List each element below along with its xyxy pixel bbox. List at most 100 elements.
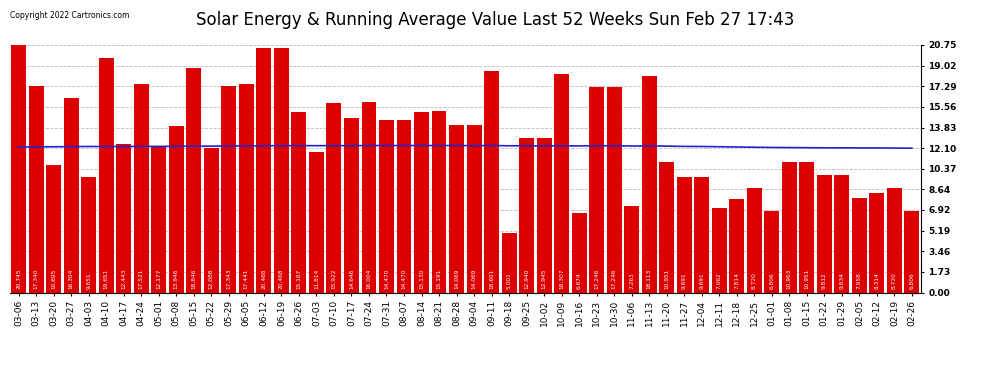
Text: 8.314: 8.314 bbox=[874, 272, 879, 289]
Bar bbox=[239, 84, 253, 292]
Bar bbox=[817, 176, 832, 292]
Bar bbox=[466, 125, 481, 292]
Bar bbox=[537, 138, 551, 292]
Text: 20.745: 20.745 bbox=[16, 268, 21, 289]
Text: 7.958: 7.958 bbox=[857, 272, 862, 289]
Bar bbox=[625, 206, 640, 292]
Bar bbox=[397, 120, 412, 292]
Bar bbox=[29, 86, 44, 292]
Text: 14.646: 14.646 bbox=[348, 268, 354, 289]
Bar bbox=[11, 45, 26, 292]
Text: 6.806: 6.806 bbox=[910, 272, 915, 289]
Text: 7.062: 7.062 bbox=[717, 272, 722, 289]
Bar bbox=[835, 175, 849, 292]
Text: 18.307: 18.307 bbox=[559, 268, 564, 289]
Bar bbox=[309, 152, 324, 292]
Bar bbox=[432, 111, 446, 292]
Bar bbox=[291, 112, 306, 292]
Text: 6.806: 6.806 bbox=[769, 272, 774, 289]
Text: 12.177: 12.177 bbox=[156, 268, 161, 289]
Bar bbox=[116, 144, 132, 292]
Bar bbox=[222, 86, 237, 292]
Text: 18.601: 18.601 bbox=[489, 268, 494, 289]
Bar bbox=[782, 162, 797, 292]
Bar bbox=[414, 112, 429, 292]
Bar bbox=[99, 58, 114, 292]
Text: 20.468: 20.468 bbox=[279, 268, 284, 289]
Text: 14.069: 14.069 bbox=[471, 268, 476, 289]
Text: 18.846: 18.846 bbox=[191, 268, 196, 289]
Text: 13.946: 13.946 bbox=[174, 268, 179, 289]
Text: 10.951: 10.951 bbox=[664, 268, 669, 289]
Bar bbox=[642, 76, 656, 292]
Bar bbox=[327, 103, 342, 292]
Text: 15.130: 15.130 bbox=[419, 268, 424, 289]
Text: 14.470: 14.470 bbox=[402, 268, 407, 289]
Text: 9.651: 9.651 bbox=[86, 272, 91, 289]
Bar bbox=[554, 74, 569, 292]
Bar bbox=[869, 194, 884, 292]
Bar bbox=[799, 162, 815, 292]
Text: 12.940: 12.940 bbox=[524, 268, 529, 289]
Text: Solar Energy & Running Average Value Last 52 Weeks Sun Feb 27 17:43: Solar Energy & Running Average Value Las… bbox=[196, 11, 794, 29]
Bar bbox=[379, 120, 394, 292]
Bar bbox=[519, 138, 534, 292]
Text: 12.945: 12.945 bbox=[542, 268, 546, 289]
Text: 17.521: 17.521 bbox=[139, 268, 144, 289]
Bar bbox=[746, 189, 761, 292]
Bar bbox=[63, 98, 78, 292]
Bar bbox=[905, 211, 920, 292]
Text: 9.834: 9.834 bbox=[840, 272, 844, 289]
Text: 5.001: 5.001 bbox=[507, 272, 512, 289]
Bar bbox=[694, 177, 709, 292]
Bar bbox=[151, 147, 166, 292]
Text: 12.088: 12.088 bbox=[209, 268, 214, 289]
Bar bbox=[134, 84, 148, 292]
Bar bbox=[449, 125, 464, 292]
Text: 9.691: 9.691 bbox=[682, 272, 687, 289]
Text: 10.695: 10.695 bbox=[51, 268, 56, 289]
Bar bbox=[887, 189, 902, 292]
Text: 16.004: 16.004 bbox=[366, 268, 371, 289]
Text: 15.922: 15.922 bbox=[332, 268, 337, 289]
Text: 8.720: 8.720 bbox=[892, 272, 897, 289]
Bar bbox=[712, 208, 727, 292]
Text: 9.691: 9.691 bbox=[699, 272, 704, 289]
Text: 15.191: 15.191 bbox=[437, 268, 442, 289]
Bar bbox=[852, 198, 867, 292]
Text: 18.113: 18.113 bbox=[646, 268, 651, 289]
Text: 8.720: 8.720 bbox=[751, 272, 756, 289]
Text: 6.674: 6.674 bbox=[576, 272, 582, 289]
Bar bbox=[484, 70, 499, 292]
Text: 17.246: 17.246 bbox=[594, 268, 599, 289]
Bar bbox=[730, 199, 744, 292]
Text: 14.069: 14.069 bbox=[454, 268, 459, 289]
Text: 17.441: 17.441 bbox=[244, 268, 248, 289]
Text: 7.814: 7.814 bbox=[735, 272, 740, 289]
Text: 10.963: 10.963 bbox=[787, 268, 792, 289]
Bar bbox=[186, 68, 201, 292]
Text: 12.443: 12.443 bbox=[121, 268, 127, 289]
Bar bbox=[344, 118, 359, 292]
Text: 17.246: 17.246 bbox=[612, 268, 617, 289]
Bar bbox=[589, 87, 604, 292]
Text: 19.651: 19.651 bbox=[104, 268, 109, 289]
Bar bbox=[47, 165, 61, 292]
Text: Copyright 2022 Cartronics.com: Copyright 2022 Cartronics.com bbox=[10, 11, 130, 20]
Text: 16.304: 16.304 bbox=[68, 268, 73, 289]
Bar bbox=[361, 102, 376, 292]
Bar bbox=[81, 177, 96, 292]
Text: 17.343: 17.343 bbox=[227, 268, 232, 289]
Text: 10.951: 10.951 bbox=[804, 268, 810, 289]
Text: 9.812: 9.812 bbox=[822, 272, 827, 289]
Bar bbox=[274, 48, 289, 292]
Bar bbox=[571, 213, 587, 292]
Bar bbox=[169, 126, 184, 292]
Text: 15.167: 15.167 bbox=[296, 268, 301, 289]
Text: 17.340: 17.340 bbox=[34, 268, 39, 289]
Text: 14.470: 14.470 bbox=[384, 268, 389, 289]
Bar bbox=[659, 162, 674, 292]
Bar bbox=[607, 87, 622, 292]
Bar bbox=[764, 211, 779, 292]
Bar bbox=[502, 233, 517, 292]
